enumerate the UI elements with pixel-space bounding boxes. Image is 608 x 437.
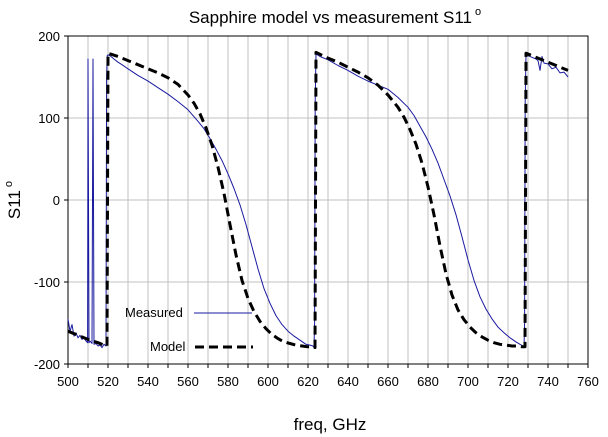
grid — [67, 35, 589, 365]
x-tick-label: 500 — [57, 374, 79, 389]
x-tick-label: 680 — [417, 374, 439, 389]
x-tick-label: 640 — [337, 374, 359, 389]
y-axis-ticks: -200 -100 0 100 200 — [34, 29, 68, 372]
legend-label-model: Model — [150, 339, 186, 354]
x-tick-label: 760 — [577, 374, 599, 389]
y-tick-label: -100 — [34, 275, 60, 290]
chart-title-superscript: o — [475, 6, 481, 18]
x-tick-label: 520 — [97, 374, 119, 389]
y-tick-label: -200 — [34, 357, 60, 372]
x-tick-label: 700 — [457, 374, 479, 389]
x-axis-label: freq, GHz — [294, 415, 367, 434]
chart-title: Sapphire model vs measurement S11 o — [189, 6, 481, 27]
series — [67, 50, 569, 350]
series-line-measured — [67, 53, 569, 349]
y-axis-label: S11o — [3, 181, 24, 219]
x-tick-label: 580 — [217, 374, 239, 389]
y-tick-label: 0 — [53, 193, 60, 208]
legend: Measured Model — [125, 305, 253, 354]
series-line-model — [67, 50, 569, 350]
x-tick-label: 620 — [297, 374, 319, 389]
x-tick-label: 740 — [537, 374, 559, 389]
x-tick-label: 660 — [377, 374, 399, 389]
y-axis-label-superscript: o — [3, 181, 15, 187]
x-tick-label: 720 — [497, 374, 519, 389]
y-tick-label: 100 — [38, 111, 60, 126]
y-axis-label-group: S11o — [3, 181, 24, 219]
x-axis-ticks: 500 520 540 560 580 600 620 640 660 680 700 720 740 7… — [57, 364, 599, 389]
x-tick-label: 540 — [137, 374, 159, 389]
x-tick-label: 560 — [177, 374, 199, 389]
legend-label-measured: Measured — [125, 305, 183, 320]
y-tick-label: 200 — [38, 29, 60, 44]
x-tick-label: 600 — [257, 374, 279, 389]
